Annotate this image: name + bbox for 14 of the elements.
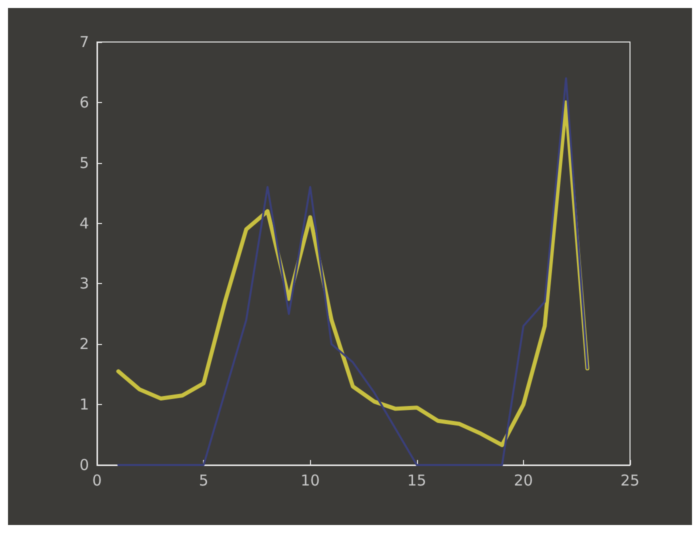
y-tick-label: 5: [79, 154, 89, 172]
y-tick-label: 7: [79, 33, 89, 51]
y-tick-label: 2: [79, 335, 89, 354]
y-tick-label: 0: [79, 456, 89, 474]
x-tick-label: 25: [620, 472, 640, 490]
x-tick-label: 15: [407, 472, 426, 490]
x-tick-label: 20: [514, 472, 533, 490]
y-tick-label: 3: [79, 274, 89, 293]
y-tick-label: 6: [79, 93, 89, 112]
y-tick-label: 1: [79, 396, 89, 414]
x-tick-label: 0: [92, 472, 102, 490]
x-tick-label: 5: [198, 472, 208, 490]
y-tick-label: 4: [79, 214, 89, 232]
x-tick-label: 10: [300, 472, 320, 490]
